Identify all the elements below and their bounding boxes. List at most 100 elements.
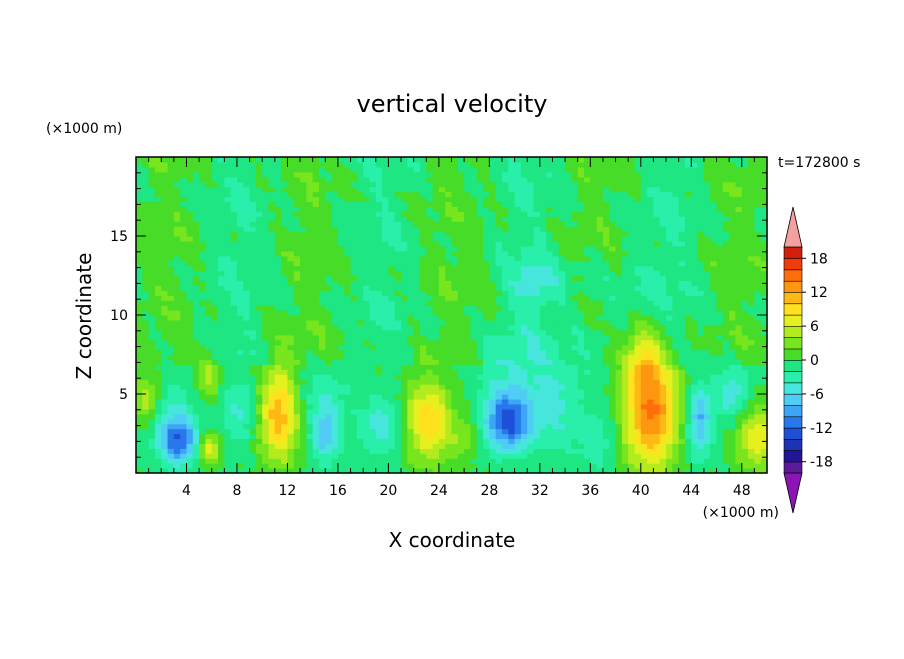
- heatmap-cell: [703, 418, 711, 425]
- heatmap-cell: [754, 408, 762, 415]
- heatmap-cell: [344, 374, 352, 380]
- heatmap-cell: [546, 270, 554, 277]
- heatmap-cell: [552, 364, 560, 370]
- heatmap-cell: [565, 310, 572, 316]
- heatmap-cell: [148, 389, 156, 395]
- heatmap-cell: [703, 354, 711, 361]
- heatmap-cell: [161, 315, 169, 321]
- heatmap-cell: [293, 349, 301, 356]
- heatmap-cell: [180, 280, 188, 286]
- heatmap-cell: [218, 408, 225, 415]
- heatmap-cell: [697, 344, 705, 351]
- heatmap-cell: [419, 364, 427, 370]
- heatmap-cell: [495, 255, 503, 262]
- heatmap-cell: [154, 226, 162, 232]
- heatmap-cell: [312, 423, 320, 430]
- heatmap-cell: [243, 458, 251, 464]
- heatmap-cell: [470, 398, 478, 405]
- heatmap-cell: [205, 428, 213, 435]
- heatmap-cell: [262, 236, 270, 242]
- heatmap-cell: [691, 344, 699, 351]
- heatmap-cell: [413, 389, 421, 395]
- heatmap-cell: [609, 339, 617, 346]
- heatmap-cell: [199, 236, 207, 242]
- heatmap-cell: [167, 398, 175, 405]
- heatmap-cell: [552, 349, 560, 356]
- heatmap-cell: [419, 231, 427, 237]
- heatmap-cell: [356, 329, 364, 336]
- heatmap-cell: [647, 379, 655, 385]
- heatmap-cell: [154, 344, 162, 351]
- heatmap-cell: [363, 349, 371, 356]
- heatmap-cell: [382, 270, 389, 277]
- heatmap-cell: [546, 285, 554, 291]
- heatmap-cell: [211, 280, 219, 286]
- heatmap-cell: [363, 408, 371, 415]
- heatmap-cell: [243, 305, 251, 311]
- heatmap-cell: [407, 369, 415, 375]
- heatmap-cell: [741, 418, 749, 425]
- heatmap-cell: [300, 275, 307, 282]
- heatmap-cell: [350, 364, 358, 370]
- heatmap-cell: [262, 384, 270, 390]
- heatmap-cell: [659, 468, 667, 474]
- heatmap-cell: [382, 369, 389, 375]
- heatmap-cell: [293, 300, 301, 306]
- heatmap-cell: [180, 240, 188, 247]
- heatmap-cell: [596, 305, 604, 311]
- heatmap-cell: [697, 334, 705, 341]
- heatmap-cell: [274, 315, 282, 321]
- heatmap-cell: [142, 275, 150, 282]
- heatmap-cell: [173, 236, 181, 242]
- heatmap-cell: [401, 389, 408, 395]
- heatmap-cell: [142, 443, 150, 449]
- heatmap-cell: [148, 324, 156, 331]
- heatmap-cell: [363, 448, 371, 454]
- heatmap-cell: [382, 275, 389, 282]
- heatmap-cell: [539, 468, 547, 474]
- heatmap-cell: [640, 458, 648, 464]
- heatmap-cell: [281, 310, 289, 316]
- heatmap-cell: [243, 423, 251, 430]
- heatmap-cell: [356, 438, 364, 444]
- heatmap-cell: [218, 389, 225, 395]
- heatmap-cell: [476, 369, 484, 375]
- heatmap-cell: [274, 236, 282, 242]
- heatmap-cell: [640, 448, 648, 454]
- heatmap-cell: [483, 354, 490, 361]
- heatmap-cell: [546, 339, 554, 346]
- heatmap-cell: [413, 285, 421, 291]
- heatmap-cell: [722, 413, 730, 420]
- heatmap-cell: [148, 413, 156, 420]
- heatmap-cell: [571, 359, 579, 365]
- heatmap-cell: [142, 236, 150, 242]
- heatmap-cell: [760, 265, 768, 272]
- heatmap-cell: [230, 458, 238, 464]
- heatmap-cell: [697, 255, 705, 262]
- heatmap-cell: [476, 324, 484, 331]
- heatmap-cell: [729, 334, 737, 341]
- heatmap-cell: [470, 334, 478, 341]
- heatmap-cell: [356, 270, 364, 277]
- heatmap-cell: [628, 260, 636, 267]
- heatmap-cell: [533, 389, 541, 395]
- heatmap-cell: [293, 398, 301, 405]
- heatmap-cell: [136, 453, 143, 459]
- heatmap-cell: [148, 280, 156, 286]
- heatmap-cell: [596, 344, 604, 351]
- heatmap-cell: [678, 433, 686, 440]
- heatmap-cell: [356, 236, 364, 242]
- heatmap-cell: [748, 418, 755, 425]
- heatmap-cell: [464, 300, 472, 306]
- heatmap-cell: [312, 305, 320, 311]
- heatmap-cell: [167, 423, 175, 430]
- heatmap-cell: [621, 408, 629, 415]
- heatmap-cell: [464, 463, 472, 469]
- heatmap-cell: [363, 275, 371, 282]
- heatmap-cell: [173, 226, 181, 232]
- heatmap-cell: [243, 275, 251, 282]
- heatmap-cell: [211, 463, 219, 469]
- heatmap-cell: [754, 418, 762, 425]
- heatmap-cell: [180, 270, 188, 277]
- heatmap-cell: [350, 468, 358, 474]
